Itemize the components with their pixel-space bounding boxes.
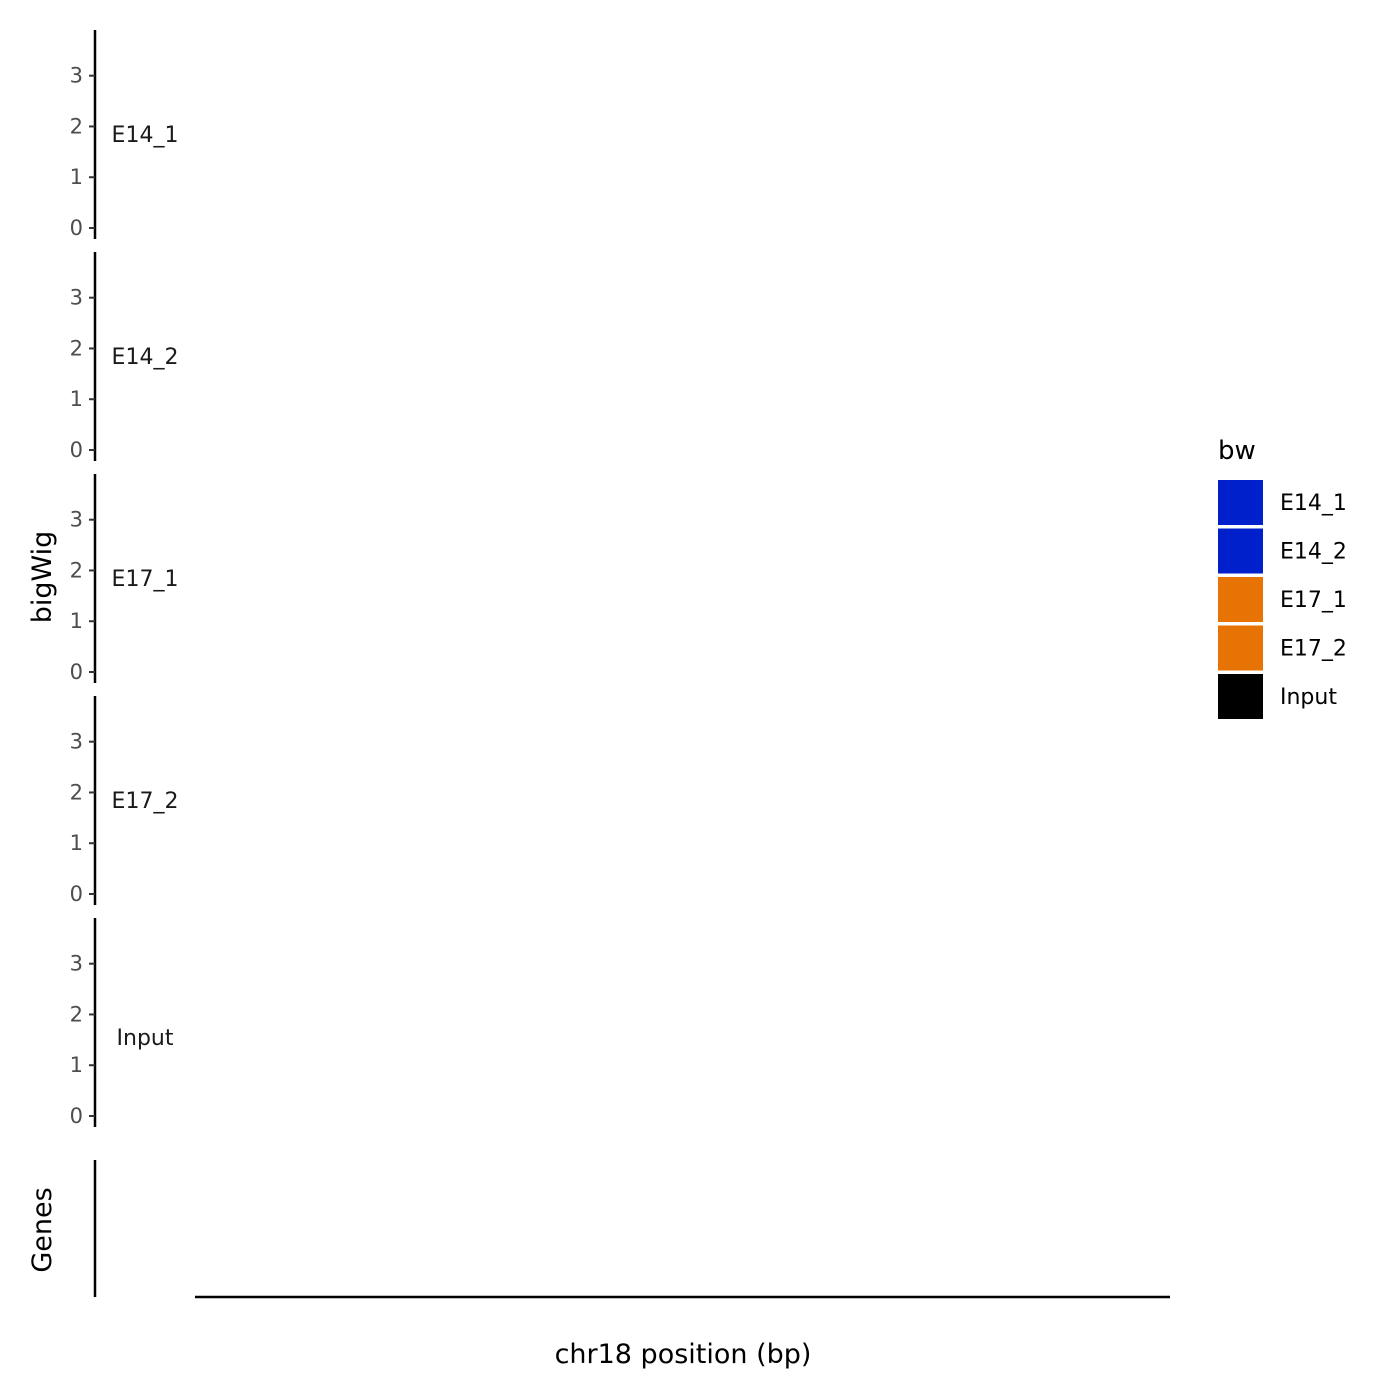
- track-E14_2: 0 1 2 3 E14_2: [70, 252, 179, 462]
- y-tick-label: 0: [70, 216, 83, 240]
- track-E17_1: 0 1 2 3 E17_1: [70, 474, 179, 684]
- legend-title: bw: [1218, 436, 1256, 466]
- legend-swatch-E17_2: [1218, 625, 1263, 671]
- y-tick-label: 2: [70, 780, 83, 804]
- y-tick-label: 1: [70, 387, 83, 411]
- track-label-E14_2: E14_2: [112, 345, 179, 370]
- y-tick-label: 0: [70, 1104, 83, 1128]
- bigwig-tracks: 0 1 2 3 E14_1 0 1 2 3 E14_2 0 1 2 3 E17_1 0 1 2 3 E17_2 0 1 2 3…: [70, 30, 179, 1128]
- track-label-E17_2: E17_2: [112, 789, 179, 814]
- track-label-E14_1: E14_1: [112, 123, 179, 148]
- genes-track: Gm10542: [93, 1160, 97, 1297]
- legend-label-Input: Input: [1280, 685, 1337, 710]
- genes-track-title: Genes: [27, 1187, 58, 1272]
- y-tick-label: 3: [70, 508, 83, 532]
- x-axis: 44200000442020004420400044206000: [195, 1295, 1170, 1299]
- y-tick-label: 0: [70, 882, 83, 906]
- y-tick-label: 2: [70, 114, 83, 138]
- y-tick-label: 1: [70, 1053, 83, 1077]
- track-E14_1: 0 1 2 3 E14_1: [70, 30, 179, 240]
- y-tick-label: 1: [70, 609, 83, 633]
- track-label-Input: Input: [117, 1026, 174, 1051]
- legend-swatch-E17_1: [1218, 577, 1263, 622]
- y-tick-label: 2: [70, 336, 83, 360]
- y-tick-label: 2: [70, 558, 83, 582]
- track-label-E17_1: E17_1: [112, 567, 179, 592]
- legend-label-E17_1: E17_1: [1280, 588, 1347, 613]
- y-tick-label: 2: [70, 1002, 83, 1026]
- legend-swatch-E14_2: [1218, 528, 1263, 574]
- track-E17_2: 0 1 2 3 E17_2: [70, 696, 179, 906]
- legend-label-E14_1: E14_1: [1280, 491, 1347, 516]
- legend-swatch-E14_1: [1218, 480, 1263, 525]
- legend-label-E17_2: E17_2: [1280, 637, 1347, 662]
- track-Input: 0 1 2 3 Input: [70, 918, 174, 1128]
- legend-swatch-Input: [1218, 674, 1263, 719]
- legend-label-E14_2: E14_2: [1280, 540, 1347, 565]
- x-axis-title: chr18 position (bp): [555, 1339, 812, 1370]
- legend: bw E14_1 E14_2 E17_1 E17_2 Input: [1218, 436, 1347, 719]
- y-tick-label: 3: [70, 730, 83, 754]
- y-tick-label: 3: [70, 286, 83, 310]
- y-tick-label: 0: [70, 438, 83, 462]
- y-tick-label: 1: [70, 165, 83, 189]
- y-axis-title: bigWig: [27, 531, 58, 624]
- y-tick-label: 3: [70, 952, 83, 976]
- y-tick-label: 1: [70, 831, 83, 855]
- y-tick-label: 3: [70, 64, 83, 88]
- y-tick-label: 0: [70, 660, 83, 684]
